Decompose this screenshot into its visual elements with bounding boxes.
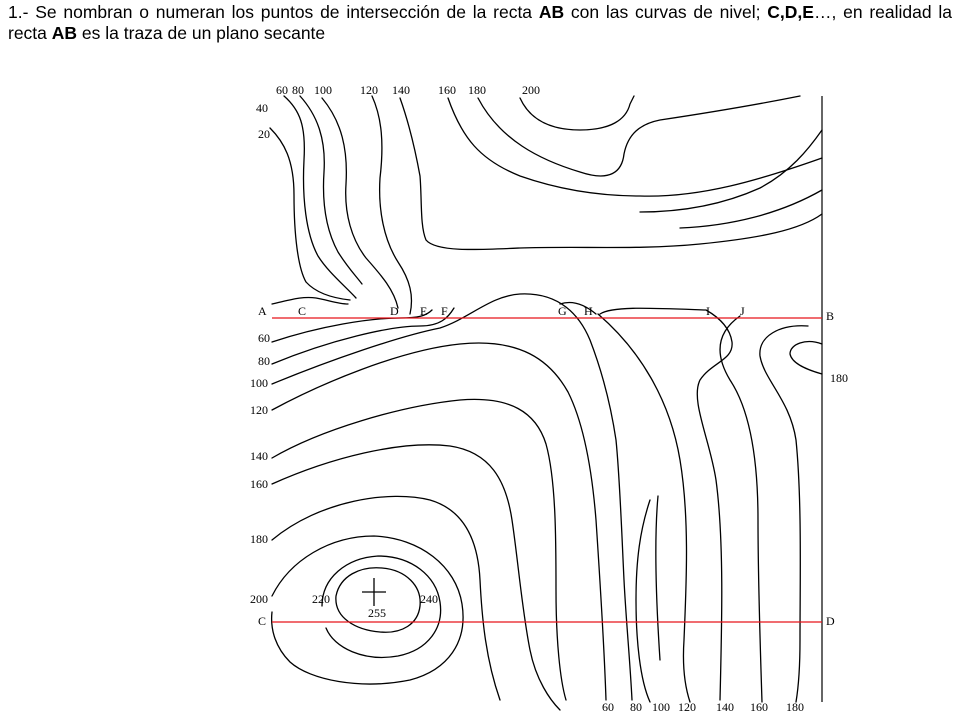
contour-l <box>789 340 823 375</box>
point-label: J <box>740 304 745 318</box>
label: 120 <box>250 403 268 417</box>
contour-60-top <box>283 95 357 299</box>
label: 80 <box>292 83 304 97</box>
contour-ne-b <box>679 189 823 229</box>
label: 120 <box>360 83 378 97</box>
caption-bold: AB <box>538 2 565 22</box>
label: 80 <box>258 354 270 368</box>
label: 60 <box>276 83 288 97</box>
label: 20 <box>258 127 270 141</box>
contour-j <box>719 315 763 703</box>
contour-220-hill <box>321 555 442 658</box>
label: 60 <box>602 700 614 714</box>
contour-m <box>635 499 651 703</box>
point-label-d: D <box>826 614 835 628</box>
label: 180 <box>786 700 804 714</box>
contour-k <box>759 325 809 703</box>
caption-part: con las curvas de nivel; <box>564 2 768 22</box>
caption-part: es la traza de un plano secante <box>77 23 326 43</box>
point-label-c: C <box>258 614 266 628</box>
label: 200 <box>522 83 540 97</box>
contour-140-top <box>399 97 823 251</box>
hill-label: 240 <box>420 592 438 606</box>
label: 140 <box>716 700 734 714</box>
bottom-labels: 60 80 100 120 140 160 180 <box>602 700 804 714</box>
point-label: G <box>558 304 567 318</box>
line-ab-points: A C D E F G H I J B <box>258 304 834 323</box>
label: 120 <box>678 700 696 714</box>
contour-a <box>271 296 349 305</box>
contour-h <box>597 313 691 703</box>
caption-part: …, en realidad la recta <box>8 2 952 43</box>
summit-cross-icon <box>362 578 386 606</box>
caption-bold: AB <box>51 23 78 43</box>
label: 200 <box>250 592 268 606</box>
contour-160-left <box>271 444 561 711</box>
point-label: F <box>441 304 448 318</box>
point-label-b: B <box>826 309 834 323</box>
contour-120-left <box>271 342 607 701</box>
contour-120-top <box>371 95 413 315</box>
summit-label: 255 <box>368 606 386 620</box>
contour-n <box>655 495 661 661</box>
left-labels: 60 80 100 120 140 160 180 200 <box>250 331 270 606</box>
caption-bold: C,D,E <box>767 2 814 22</box>
label: 180 <box>250 532 268 546</box>
point-label: C <box>298 304 306 318</box>
point-label-a: A <box>258 304 267 318</box>
contour-80-top <box>299 95 363 285</box>
right-label: 180 <box>830 371 848 385</box>
label: 180 <box>468 83 486 97</box>
contour-40 <box>269 127 351 301</box>
hill-label: 220 <box>312 592 330 606</box>
contour-180-top <box>477 95 801 177</box>
point-label: E <box>420 304 427 318</box>
contour-240-hill <box>335 567 421 633</box>
label: 100 <box>652 700 670 714</box>
contour-100-left <box>271 293 633 701</box>
contour-ne-a <box>639 129 823 213</box>
label: 60 <box>258 331 270 345</box>
left-top-labels: 40 20 <box>256 101 270 141</box>
caption-part: 1.- Se nombran o numeran los puntos de i… <box>8 2 539 22</box>
contour-100-top <box>321 97 399 309</box>
line-cd-points: C D <box>258 614 835 628</box>
contour-lines <box>269 95 823 711</box>
top-labels: 60 80 100 120 140 160 180 200 <box>276 83 540 97</box>
label: 40 <box>256 101 268 115</box>
contour-160-top <box>447 97 823 197</box>
contour-200-top <box>519 95 635 131</box>
contour-g <box>559 301 597 315</box>
contour-180-left <box>271 495 501 701</box>
point-label: H <box>584 304 593 318</box>
contour-i <box>599 307 733 701</box>
label: 140 <box>250 449 268 463</box>
point-label: D <box>390 304 399 318</box>
point-label: I <box>706 304 710 318</box>
label: 160 <box>250 477 268 491</box>
label: 100 <box>314 83 332 97</box>
label: 100 <box>250 376 268 390</box>
contour-200-hill <box>270 535 464 685</box>
label: 160 <box>438 83 456 97</box>
contour-140-left <box>271 398 567 701</box>
instruction-text: 1.- Se nombran o numeran los puntos de i… <box>8 2 952 44</box>
label: 140 <box>392 83 410 97</box>
label: 80 <box>630 700 642 714</box>
label: 160 <box>750 700 768 714</box>
